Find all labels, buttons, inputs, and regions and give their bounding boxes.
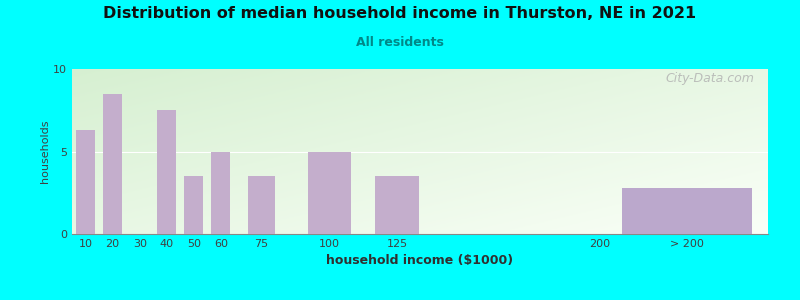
Bar <box>158 110 176 234</box>
Text: City-Data.com: City-Data.com <box>666 72 754 85</box>
Bar <box>248 176 275 234</box>
Bar <box>184 176 203 234</box>
Bar <box>103 94 122 234</box>
Bar <box>308 152 351 234</box>
X-axis label: household income ($1000): household income ($1000) <box>326 254 514 267</box>
Bar <box>375 176 418 234</box>
Bar <box>76 130 95 234</box>
Y-axis label: households: households <box>40 120 50 183</box>
Bar <box>622 188 752 234</box>
Text: All residents: All residents <box>356 36 444 49</box>
Bar <box>211 152 230 234</box>
Text: Distribution of median household income in Thurston, NE in 2021: Distribution of median household income … <box>103 6 697 21</box>
